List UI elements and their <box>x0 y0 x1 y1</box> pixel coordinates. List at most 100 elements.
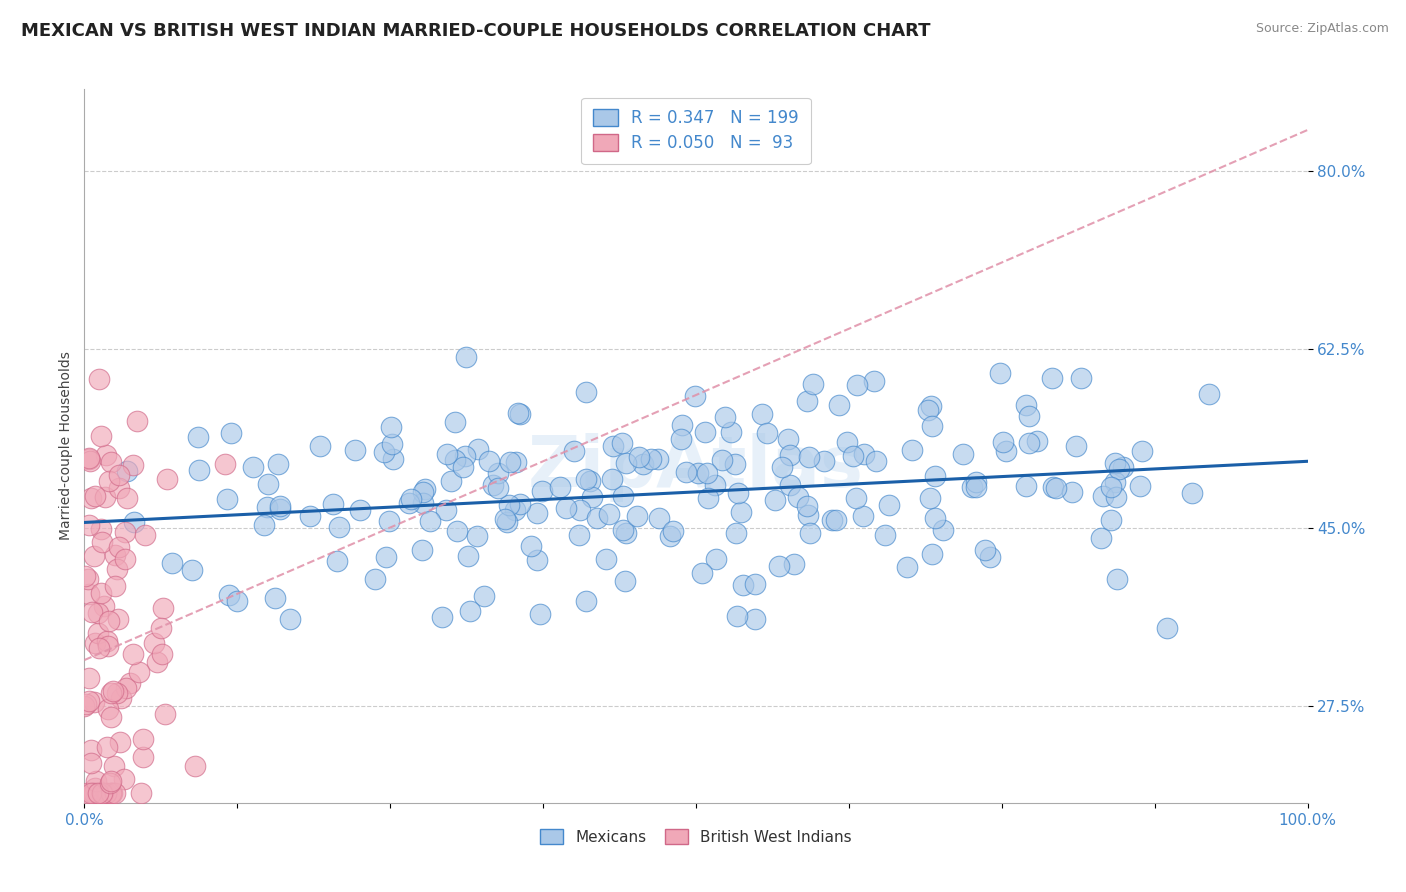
Point <box>451 460 474 475</box>
Point <box>526 553 548 567</box>
Point <box>77 671 100 685</box>
Point <box>960 480 983 494</box>
Point <box>548 480 571 494</box>
Point <box>586 511 609 525</box>
Point <box>1156 621 1178 635</box>
Point <box>852 508 875 523</box>
Point <box>779 448 801 462</box>
Point <box>214 457 236 471</box>
Point <box>104 579 127 593</box>
Point <box>326 554 349 568</box>
Point <box>924 511 946 525</box>
Point <box>1045 481 1067 495</box>
Point <box>443 415 465 429</box>
Point <box>509 407 531 421</box>
Point <box>269 501 291 516</box>
Point <box>114 524 136 539</box>
Point <box>87 606 110 620</box>
Point <box>117 491 139 505</box>
Point <box>770 459 793 474</box>
Point <box>499 455 522 469</box>
Point <box>309 439 332 453</box>
Point <box>105 686 128 700</box>
Point <box>921 419 943 434</box>
Point <box>84 781 107 796</box>
Point <box>924 469 946 483</box>
Point <box>94 490 117 504</box>
Text: MEXICAN VS BRITISH WEST INDIAN MARRIED-COUPLE HOUSEHOLDS CORRELATION CHART: MEXICAN VS BRITISH WEST INDIAN MARRIED-C… <box>21 22 931 40</box>
Point <box>845 491 868 505</box>
Point <box>399 492 422 507</box>
Point <box>411 543 433 558</box>
Point <box>1025 434 1047 448</box>
Point <box>1040 371 1063 385</box>
Point <box>555 500 578 515</box>
Point <box>446 524 468 538</box>
Point <box>134 528 156 542</box>
Point <box>150 648 173 662</box>
Point <box>152 601 174 615</box>
Point <box>724 525 747 540</box>
Point <box>520 539 543 553</box>
Point <box>569 503 592 517</box>
Point <box>100 786 122 800</box>
Point <box>828 398 851 412</box>
Point <box>835 434 858 449</box>
Point <box>80 743 103 757</box>
Point <box>278 612 301 626</box>
Point <box>374 550 396 565</box>
Point <box>398 496 420 510</box>
Point <box>77 452 100 467</box>
Point <box>160 557 183 571</box>
Point <box>509 497 531 511</box>
Point <box>704 552 727 566</box>
Point <box>108 540 131 554</box>
Point <box>100 786 122 800</box>
Point <box>183 758 205 772</box>
Point <box>825 513 848 527</box>
Point <box>610 435 633 450</box>
Point <box>465 529 488 543</box>
Point <box>83 549 105 563</box>
Point <box>879 498 901 512</box>
Point <box>703 478 725 492</box>
Point <box>1107 572 1129 586</box>
Point <box>120 675 142 690</box>
Point <box>256 500 278 514</box>
Point <box>505 503 527 517</box>
Point <box>122 515 145 529</box>
Legend: Mexicans, British West Indians: Mexicans, British West Indians <box>533 821 859 852</box>
Point <box>1064 439 1087 453</box>
Text: ZipAtlas: ZipAtlas <box>529 433 863 502</box>
Point <box>76 698 98 712</box>
Point <box>112 772 135 786</box>
Point <box>343 442 366 457</box>
Point <box>640 452 662 467</box>
Point <box>108 735 131 749</box>
Point <box>90 429 112 443</box>
Point <box>153 707 176 722</box>
Point <box>107 481 129 495</box>
Point <box>472 589 495 603</box>
Point <box>269 500 291 514</box>
Point <box>107 562 129 576</box>
Point <box>98 474 121 488</box>
Point <box>96 633 118 648</box>
Point <box>156 472 179 486</box>
Point <box>863 374 886 388</box>
Point <box>142 636 165 650</box>
Point <box>94 448 117 462</box>
Point <box>263 591 285 606</box>
Point <box>690 566 713 581</box>
Point <box>696 466 718 480</box>
Point <box>1090 531 1112 545</box>
Point <box>242 459 264 474</box>
Point <box>478 454 501 468</box>
Point <box>146 655 169 669</box>
Point <box>1104 475 1126 489</box>
Point <box>965 475 987 489</box>
Point <box>662 524 685 538</box>
Point <box>727 486 749 500</box>
Point <box>751 407 773 421</box>
Point <box>373 445 395 459</box>
